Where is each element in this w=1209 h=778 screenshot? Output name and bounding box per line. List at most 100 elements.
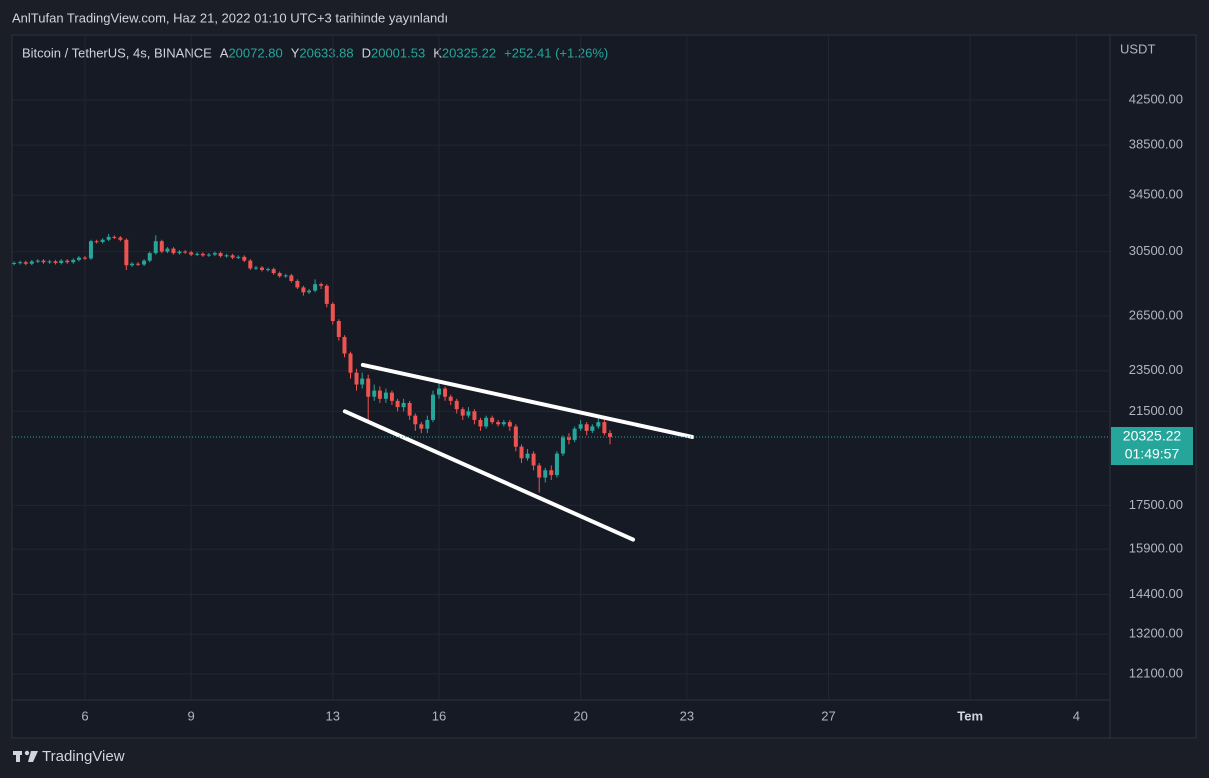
- candle-body: [189, 252, 194, 255]
- candle-body: [560, 437, 565, 454]
- candle-body: [130, 263, 135, 266]
- publisher-line: AnlTufan TradingView.com, Haz 21, 2022 0…: [12, 10, 448, 25]
- candle-body: [124, 239, 129, 266]
- candle-body: [295, 280, 300, 288]
- y-unit: USDT: [1120, 41, 1155, 56]
- candle-body: [41, 260, 46, 263]
- ohlc-value: 20001.53: [371, 45, 425, 60]
- candle-body: [401, 402, 406, 408]
- candle-body: [360, 378, 365, 385]
- candle-body: [230, 255, 235, 258]
- candle-body: [490, 417, 495, 423]
- candle-body: [602, 422, 607, 434]
- candle-body: [496, 422, 501, 425]
- grid: 42500.00 38500.00 34500.00 30500.00 26500.00…: [12, 35, 1183, 723]
- candle-body: [389, 392, 394, 401]
- candle-body: [265, 269, 270, 271]
- footer-logo: TradingView: [13, 748, 125, 765]
- candle-body: [501, 422, 506, 425]
- candle-body: [478, 419, 483, 427]
- logo-shape: [24, 750, 30, 756]
- candle-body: [142, 260, 147, 265]
- candle-body: [448, 396, 453, 401]
- candle-body: [112, 236, 117, 238]
- candle-body: [324, 285, 329, 304]
- y-tick-label: 13200.00: [1129, 626, 1183, 641]
- candle-body: [242, 256, 247, 261]
- candle-body: [136, 263, 141, 265]
- x-tick-label: 9: [188, 708, 195, 723]
- candle-body: [218, 253, 223, 257]
- logo-shape: [28, 751, 38, 762]
- candle-body: [289, 275, 294, 281]
- candle-body: [100, 239, 105, 242]
- ohlc-value: 20325.22: [442, 45, 496, 60]
- y-tick-label: 30500.00: [1129, 243, 1183, 258]
- candle-body: [472, 411, 477, 420]
- candle-body: [259, 267, 264, 270]
- candle-body: [195, 253, 200, 255]
- candle-body: [71, 259, 76, 263]
- candle-body: [59, 260, 64, 263]
- candle-body: [319, 284, 324, 286]
- y-tick-label: 15900.00: [1129, 541, 1183, 556]
- y-tick-label: 17500.00: [1129, 497, 1183, 512]
- candle-body: [76, 257, 81, 260]
- logo-shape: [16, 751, 20, 762]
- symbol: Bitcoin / TetherUS, 4s, BINANCE: [22, 45, 212, 60]
- candle-body: [484, 417, 489, 427]
- candle-body: [12, 262, 17, 264]
- candle-body: [35, 260, 40, 262]
- candle-body: [171, 248, 176, 254]
- change: +252.41 (+1.26%): [504, 45, 608, 60]
- candle-body: [431, 394, 436, 420]
- candle-body: [460, 409, 465, 416]
- candle-body: [118, 237, 123, 240]
- candle-body: [224, 255, 229, 257]
- candle-body: [395, 400, 400, 408]
- candles: [12, 233, 613, 493]
- legend: Bitcoin / TetherUS, 4s, BINANCE A 20072.80…: [22, 45, 608, 60]
- candle-body: [82, 257, 87, 259]
- brand: TradingView: [42, 748, 125, 765]
- candle-body: [88, 241, 93, 259]
- candle-body: [200, 253, 205, 256]
- candle-body: [543, 470, 548, 478]
- candle-body: [383, 392, 388, 399]
- y-tick-label: 14400.00: [1129, 586, 1183, 601]
- candle-body: [47, 261, 52, 263]
- candle-body: [608, 433, 613, 438]
- candle-body: [377, 390, 382, 399]
- x-tick-label: 23: [680, 708, 694, 723]
- x-tick-label: 6: [81, 708, 88, 723]
- y-tick-label: 26500.00: [1129, 307, 1183, 322]
- candle-body: [23, 262, 28, 264]
- countdown: 01:49:57: [1125, 446, 1180, 462]
- ohlc-value: 20072.80: [228, 45, 282, 60]
- candle-body: [29, 261, 34, 264]
- candle-body: [106, 236, 111, 240]
- y-tick-label: 21500.00: [1129, 403, 1183, 418]
- candle-body: [313, 284, 318, 291]
- candle-body: [572, 428, 577, 440]
- trend-line: [342, 409, 636, 542]
- candle-body: [248, 260, 253, 269]
- candle-body: [466, 411, 471, 416]
- candle-body: [425, 419, 430, 429]
- last-price-label: 20325.22: [1123, 428, 1182, 444]
- candle-body: [283, 275, 288, 277]
- trend-line: [360, 362, 695, 439]
- candle-body: [236, 256, 241, 258]
- ohlc-key: K: [433, 45, 442, 60]
- candle-body: [413, 415, 418, 425]
- candle-body: [307, 290, 312, 293]
- candle-body: [271, 269, 276, 274]
- candle-body: [566, 437, 571, 440]
- candle-body: [94, 241, 99, 243]
- candle-body: [277, 273, 282, 277]
- candle-body: [419, 424, 424, 429]
- candle-body: [549, 470, 554, 476]
- candle-body: [519, 446, 524, 459]
- candle-body: [330, 303, 335, 322]
